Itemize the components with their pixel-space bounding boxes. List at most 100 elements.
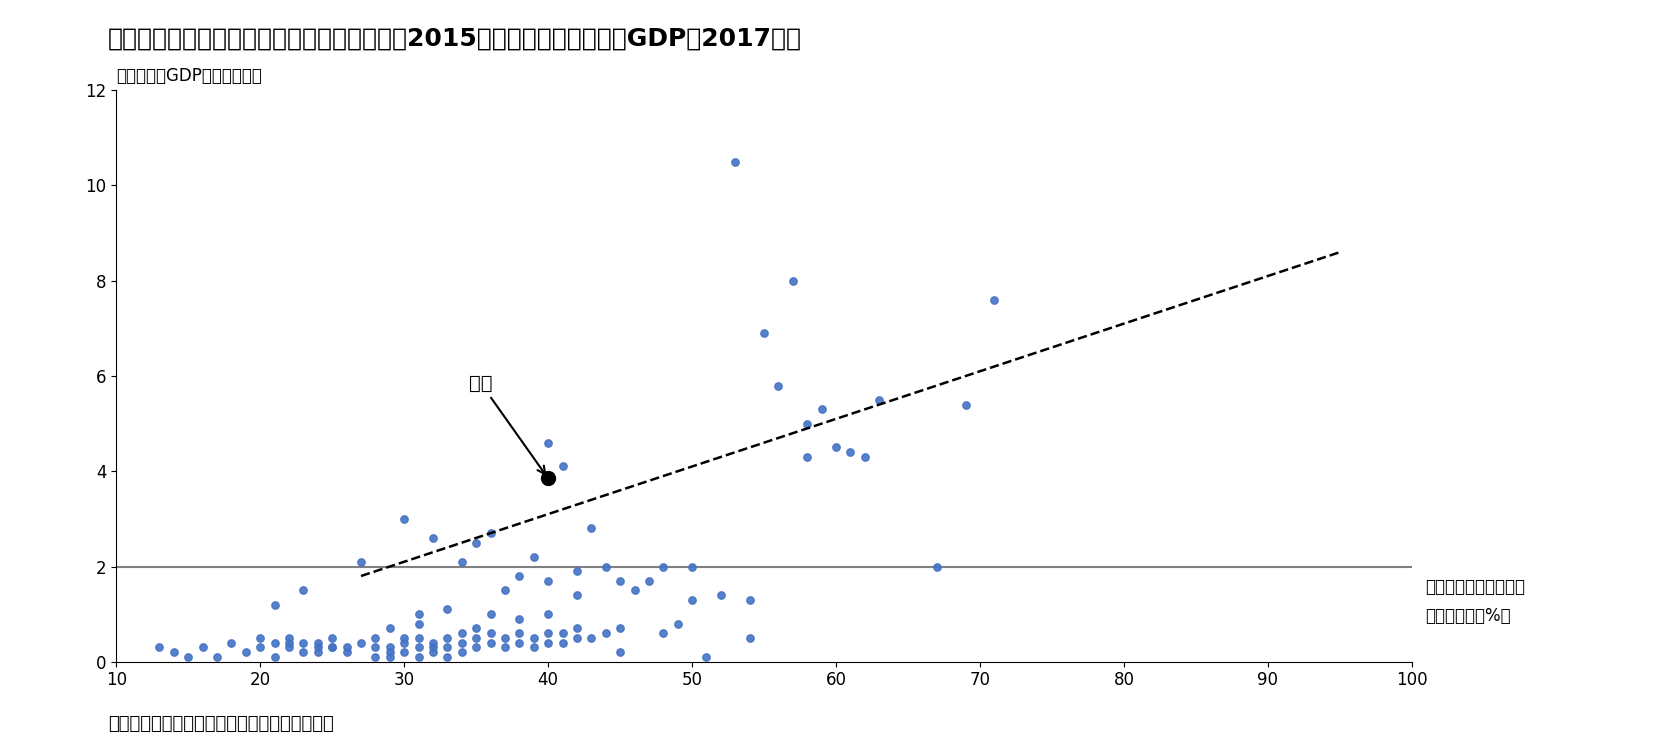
Point: [507, 627, 533, 639]
Point: [751, 327, 777, 339]
Point: [276, 637, 302, 649]
Point: [578, 632, 605, 644]
Point: [679, 594, 706, 606]
Point: [304, 646, 331, 658]
Point: [434, 651, 460, 663]
Point: [924, 560, 950, 572]
Point: [434, 641, 460, 653]
Point: [291, 637, 317, 649]
Point: [463, 641, 490, 653]
Point: [507, 570, 533, 582]
Point: [319, 632, 345, 644]
Point: [492, 584, 518, 596]
Text: （資料：世界銀行とＳ＆Ｐのデータから作成）: （資料：世界銀行とＳ＆Ｐのデータから作成）: [108, 715, 334, 733]
Point: [420, 646, 447, 658]
Point: [766, 380, 792, 392]
Point: [535, 627, 561, 639]
Point: [276, 641, 302, 653]
Point: [362, 651, 389, 663]
Point: [405, 608, 432, 620]
Point: [982, 294, 1008, 306]
Point: [492, 641, 518, 653]
Point: [578, 523, 605, 535]
Point: [405, 617, 432, 629]
Point: [362, 641, 389, 653]
Point: [794, 451, 821, 463]
Point: [606, 575, 633, 587]
Point: [377, 646, 404, 658]
Point: [621, 584, 648, 596]
Point: [535, 608, 561, 620]
Point: [952, 399, 978, 411]
Point: [679, 560, 706, 572]
Point: [247, 632, 274, 644]
Point: [736, 632, 762, 644]
Point: [319, 641, 345, 653]
Point: [477, 637, 503, 649]
Point: [708, 589, 734, 601]
Point: [563, 632, 590, 644]
Point: [463, 623, 490, 635]
Point: [477, 627, 503, 639]
Text: 図表１：金融リテラシーのある成人の割合（2015年）と一人当たり名目GDP（2017年）: 図表１：金融リテラシーのある成人の割合（2015年）と一人当たり名目GDP（20…: [108, 26, 802, 50]
Point: [434, 632, 460, 644]
Point: [261, 637, 287, 649]
Point: [448, 646, 475, 658]
Point: [304, 637, 331, 649]
Point: [319, 641, 345, 653]
Point: [377, 623, 404, 635]
Point: [420, 532, 447, 544]
Point: [550, 460, 576, 472]
Point: [448, 637, 475, 649]
Point: [291, 646, 317, 658]
Point: [507, 613, 533, 625]
Point: [535, 437, 561, 449]
Point: [390, 637, 417, 649]
Point: [593, 627, 620, 639]
Point: [334, 646, 360, 658]
Text: 金融リテラシーのある
成人の割合（%）: 金融リテラシーのある 成人の割合（%）: [1425, 578, 1525, 625]
Point: [377, 641, 404, 653]
Point: [362, 632, 389, 644]
Point: [334, 641, 360, 653]
Point: [304, 641, 331, 653]
Point: [649, 627, 676, 639]
Point: [390, 646, 417, 658]
Point: [822, 441, 849, 453]
Point: [550, 637, 576, 649]
Point: [736, 594, 762, 606]
Point: [520, 632, 546, 644]
Point: [390, 513, 417, 525]
Point: [535, 637, 561, 649]
Point: [606, 646, 633, 658]
Point: [204, 651, 231, 663]
Point: [420, 637, 447, 649]
Point: [520, 641, 546, 653]
Point: [649, 560, 676, 572]
Point: [664, 617, 691, 629]
Point: [477, 608, 503, 620]
Point: [174, 651, 201, 663]
Point: [347, 556, 374, 568]
Point: [535, 472, 561, 484]
Point: [535, 575, 561, 587]
Point: [809, 403, 835, 415]
Point: [377, 651, 404, 663]
Point: [779, 274, 806, 287]
Point: [405, 651, 432, 663]
Point: [563, 623, 590, 635]
Point: [593, 560, 620, 572]
Point: [189, 641, 216, 653]
Point: [161, 646, 188, 658]
Point: [233, 646, 259, 658]
Point: [723, 156, 749, 168]
Point: [146, 641, 173, 653]
Point: [492, 632, 518, 644]
Point: [276, 632, 302, 644]
Point: [261, 651, 287, 663]
Point: [347, 637, 374, 649]
Point: [261, 599, 287, 611]
Point: [463, 537, 490, 549]
Point: [563, 566, 590, 578]
Text: 一人当たりGDP（万米ドル）: 一人当たりGDP（万米ドル）: [116, 66, 262, 84]
